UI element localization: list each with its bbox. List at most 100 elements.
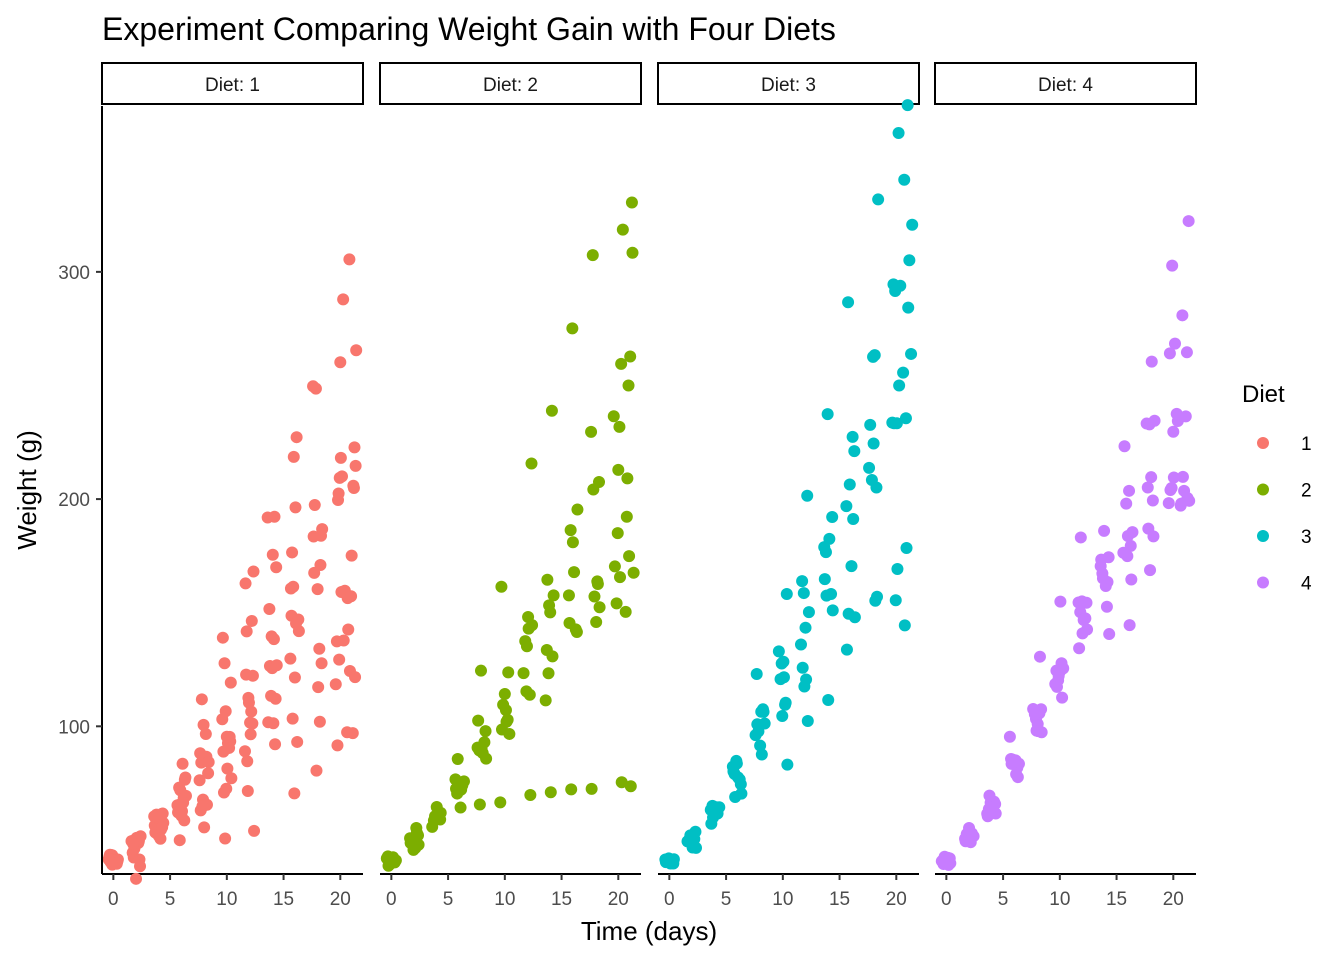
data-point xyxy=(872,193,885,206)
data-point xyxy=(848,445,861,458)
data-point xyxy=(894,279,907,292)
data-point xyxy=(267,717,280,730)
data-point xyxy=(847,512,860,525)
data-point xyxy=(312,681,325,694)
data-point xyxy=(985,801,998,814)
legend-label: 3 xyxy=(1301,527,1312,548)
data-point xyxy=(801,489,814,502)
data-point xyxy=(898,173,911,186)
data-point xyxy=(133,853,146,866)
data-point xyxy=(341,726,354,739)
data-point xyxy=(840,643,853,656)
data-point xyxy=(1169,337,1182,350)
data-point xyxy=(384,858,397,871)
data-point xyxy=(566,322,579,335)
data-point xyxy=(624,350,637,363)
data-point xyxy=(434,806,447,819)
data-point xyxy=(898,619,911,632)
data-point xyxy=(568,566,581,579)
data-point xyxy=(307,530,320,543)
data-point xyxy=(1100,600,1113,613)
data-point xyxy=(776,710,789,723)
data-point xyxy=(868,349,881,362)
data-point xyxy=(225,772,238,785)
data-point xyxy=(1033,650,1046,663)
data-point xyxy=(291,735,304,748)
data-point xyxy=(308,566,321,579)
data-point xyxy=(710,801,723,814)
x-tick-label: 15 xyxy=(829,889,850,910)
data-point xyxy=(331,739,344,752)
data-point xyxy=(239,577,252,590)
data-point xyxy=(1175,497,1188,510)
data-point xyxy=(175,809,188,822)
data-point xyxy=(404,837,417,850)
data-point xyxy=(614,571,627,584)
facet-strip xyxy=(101,62,364,105)
legend-label: 1 xyxy=(1301,434,1312,455)
data-point xyxy=(610,597,623,610)
data-point xyxy=(288,671,301,684)
data-point xyxy=(196,800,209,813)
data-point xyxy=(523,688,536,701)
data-point xyxy=(846,430,859,443)
data-point xyxy=(750,668,763,681)
data-point xyxy=(106,858,119,871)
data-point xyxy=(659,856,672,869)
x-tick-label: 20 xyxy=(1163,889,1184,910)
data-point xyxy=(240,668,253,681)
data-point xyxy=(757,705,770,718)
data-point xyxy=(337,634,350,647)
data-point xyxy=(1123,619,1136,632)
data-point xyxy=(842,607,855,620)
data-point xyxy=(627,566,640,579)
data-point xyxy=(473,798,486,811)
data-point xyxy=(612,463,625,476)
data-point xyxy=(615,776,628,789)
data-point xyxy=(475,742,488,755)
data-point xyxy=(287,450,300,463)
data-point xyxy=(345,549,358,562)
data-point xyxy=(332,487,345,500)
data-point xyxy=(1162,497,1175,510)
legend-title: Diet xyxy=(1242,381,1285,408)
data-point xyxy=(796,661,809,674)
data-point xyxy=(480,752,493,765)
x-tick-label: 0 xyxy=(941,889,952,910)
data-point xyxy=(608,560,621,573)
data-point xyxy=(1035,726,1048,739)
x-tick-label: 20 xyxy=(886,889,907,910)
data-point xyxy=(777,655,790,668)
data-point xyxy=(1167,471,1180,484)
data-point xyxy=(1005,757,1018,770)
data-point xyxy=(591,577,604,590)
data-point xyxy=(562,589,575,602)
data-point xyxy=(901,99,914,112)
data-point xyxy=(843,478,856,491)
data-point xyxy=(265,689,278,702)
data-point xyxy=(218,657,231,670)
x-tick-label: 10 xyxy=(216,889,237,910)
data-point xyxy=(822,693,835,706)
data-point xyxy=(313,642,326,655)
data-point xyxy=(539,694,552,707)
data-point xyxy=(451,753,464,766)
legend-label: 4 xyxy=(1301,574,1312,595)
data-point xyxy=(241,755,254,768)
data-point xyxy=(586,249,599,262)
data-point xyxy=(546,650,559,663)
data-point xyxy=(797,587,810,600)
x-tick-label: 15 xyxy=(1106,889,1127,910)
data-point xyxy=(347,479,360,492)
data-point xyxy=(823,532,836,545)
data-point xyxy=(202,767,215,780)
data-point xyxy=(1121,529,1134,542)
data-point xyxy=(892,126,905,139)
data-point xyxy=(1182,215,1195,228)
data-point xyxy=(224,676,237,689)
data-point xyxy=(517,667,530,680)
data-point xyxy=(755,748,768,761)
data-point xyxy=(311,583,324,596)
data-point xyxy=(525,457,538,470)
data-point xyxy=(307,380,320,393)
